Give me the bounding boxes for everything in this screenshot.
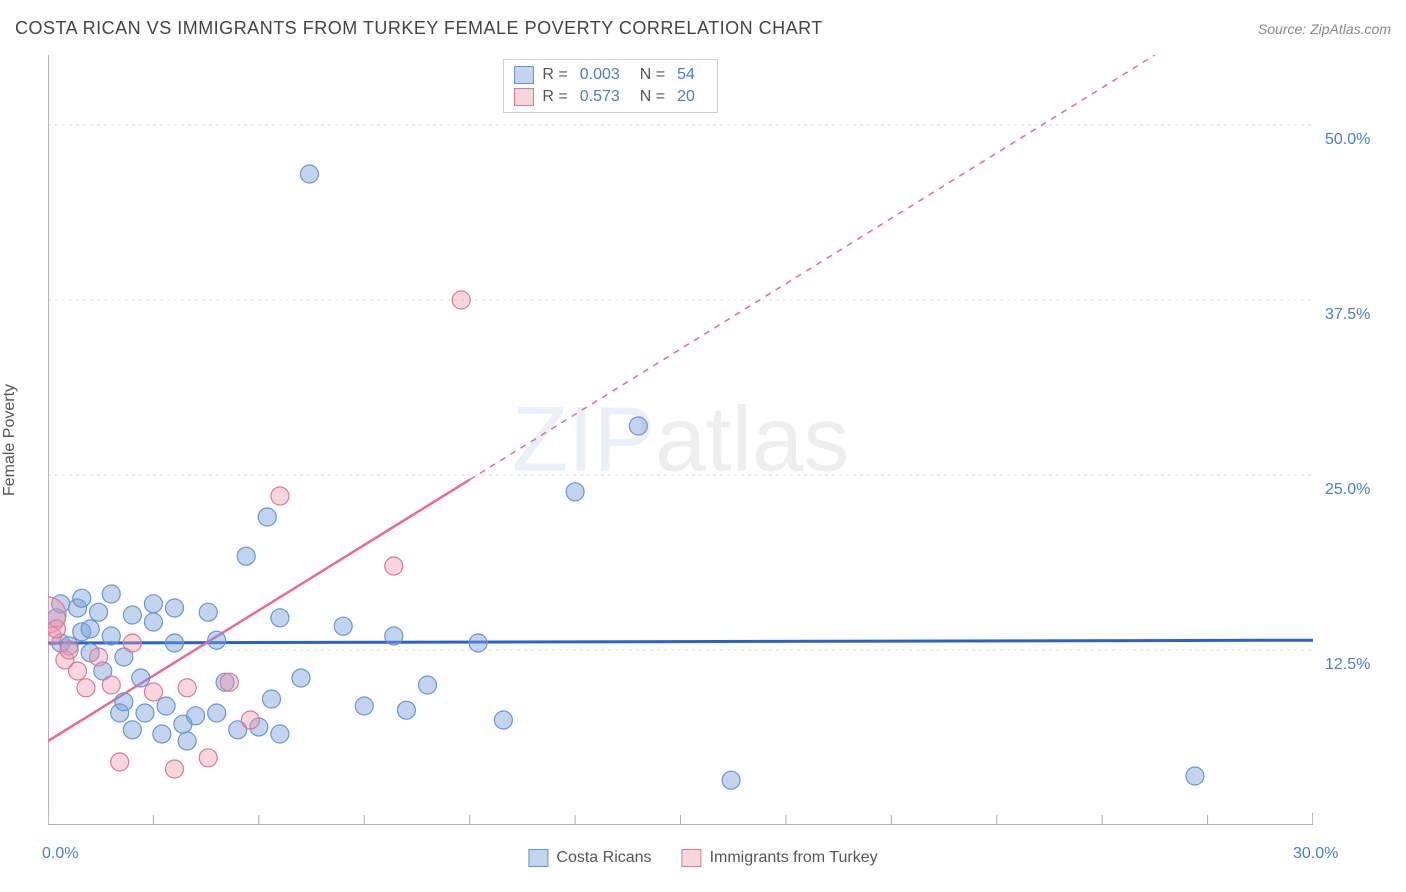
legend-r-label: R = <box>542 88 567 106</box>
legend-n-value: 20 <box>677 88 695 106</box>
legend-bottom: Costa Ricans Immigrants from Turkey <box>528 849 877 867</box>
legend-top-row: R = 0.573 N = 20 <box>514 86 707 108</box>
legend-r-value: 0.003 <box>580 66 620 84</box>
chart-header: COSTA RICAN VS IMMIGRANTS FROM TURKEY FE… <box>15 18 1391 39</box>
legend-series-label: Immigrants from Turkey <box>710 849 878 867</box>
legend-swatch <box>528 849 548 867</box>
legend-series-label: Costa Ricans <box>556 849 651 867</box>
legend-n-value: 54 <box>677 66 695 84</box>
legend-bottom-item: Immigrants from Turkey <box>682 849 878 867</box>
y-tick-label: 12.5% <box>1325 656 1370 674</box>
chart-svg <box>48 55 1313 825</box>
legend-r-value: 0.573 <box>580 88 620 106</box>
legend-top: R = 0.003 N = 54 R = 0.573 N = 20 <box>503 59 718 113</box>
y-tick-label: 50.0% <box>1325 131 1370 149</box>
legend-top-row: R = 0.003 N = 54 <box>514 64 707 86</box>
x-tick-label: 30.0% <box>1293 845 1338 863</box>
y-tick-label: 25.0% <box>1325 481 1370 499</box>
y-axis-label: Female Poverty <box>1 384 19 496</box>
legend-n-label: N = <box>640 66 665 84</box>
chart-area: ZIPatlas R = 0.003 N = 54 R = 0.573 N = … <box>48 55 1313 825</box>
chart-title: COSTA RICAN VS IMMIGRANTS FROM TURKEY FE… <box>15 18 823 39</box>
x-tick-label: 0.0% <box>42 845 78 863</box>
legend-swatch <box>682 849 702 867</box>
legend-r-label: R = <box>542 66 567 84</box>
chart-source: Source: ZipAtlas.com <box>1258 21 1391 37</box>
legend-n-label: N = <box>640 88 665 106</box>
legend-bottom-item: Costa Ricans <box>528 849 651 867</box>
legend-swatch <box>514 88 534 106</box>
y-tick-label: 37.5% <box>1325 306 1370 324</box>
legend-swatch <box>514 66 534 84</box>
